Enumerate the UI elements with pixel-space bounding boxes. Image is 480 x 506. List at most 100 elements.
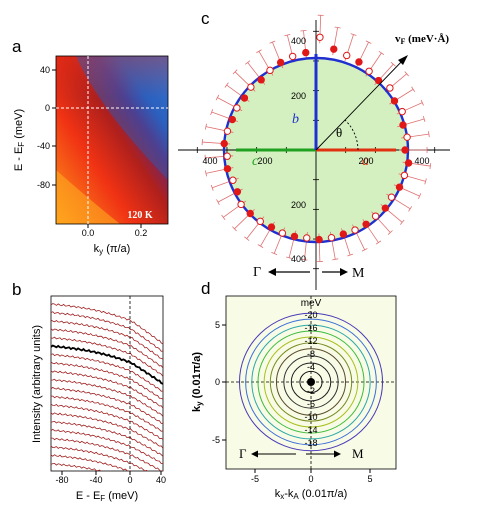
error-cap <box>361 248 368 252</box>
panel-b-xlabel: E - EF (meV) <box>76 490 138 503</box>
edc-curve <box>51 328 163 369</box>
edc-curve <box>51 412 163 449</box>
error-cap <box>411 86 416 93</box>
energy-contour <box>290 362 332 402</box>
vf-point <box>351 226 359 234</box>
error-cap <box>387 230 393 235</box>
vf-point <box>223 165 232 173</box>
energy-contour <box>275 348 347 416</box>
vf-point <box>288 52 297 61</box>
vf-point <box>315 235 323 244</box>
tick-label: 200 <box>291 91 306 101</box>
vf-point <box>237 200 245 209</box>
tick-label: 0 <box>127 475 132 485</box>
vf-point <box>302 48 310 57</box>
energy-contour <box>299 370 323 394</box>
edc-curve <box>51 428 163 465</box>
vf-point <box>403 133 411 141</box>
error-cap <box>232 226 237 232</box>
panel-d-xlabel: kx-kA (0.01π/a) <box>275 488 348 501</box>
contour-label: -20 <box>304 310 317 320</box>
m-label-d: M <box>352 446 364 461</box>
energy-contour <box>269 342 353 422</box>
error-cap <box>375 240 382 245</box>
error-cap <box>378 51 385 56</box>
error-cap <box>204 123 207 130</box>
vf-point <box>390 97 399 105</box>
vf-point <box>246 209 254 218</box>
vf-point <box>223 127 232 135</box>
vf-point <box>398 107 406 116</box>
vf-point <box>278 229 287 237</box>
energy-contour <box>238 312 384 452</box>
vf-point <box>276 58 285 67</box>
energy-contour <box>251 324 371 440</box>
panel-label-d: d <box>201 279 210 298</box>
edc-curve <box>51 353 163 392</box>
vf-point <box>233 188 242 196</box>
edc-curve <box>51 361 163 400</box>
vf-point <box>233 104 241 112</box>
contour-label: -2 <box>307 386 315 396</box>
vf-point <box>355 58 363 66</box>
vf-point <box>401 146 409 154</box>
vf-point <box>386 84 394 92</box>
edc-curves <box>51 303 163 471</box>
axis-b-label: b <box>292 112 299 127</box>
error-cap <box>244 236 250 241</box>
error-cap <box>210 184 214 191</box>
error-cap <box>347 253 354 257</box>
error-cap <box>408 206 413 212</box>
tick-label: 40 <box>40 65 50 75</box>
vf-point <box>400 171 409 180</box>
vf-direction-line <box>315 57 406 151</box>
energy-contour <box>257 330 365 434</box>
contour-label: -16 <box>304 323 317 333</box>
tick-label: -80 <box>55 475 68 485</box>
vf-point <box>229 176 237 184</box>
error-cap <box>300 30 307 32</box>
tick-label: 0 <box>215 377 220 387</box>
edc-curve-highlighted <box>51 344 163 385</box>
vf-point <box>228 115 237 124</box>
vf-point <box>247 83 255 91</box>
temperature-label: 120 K <box>127 210 153 221</box>
error-cap <box>221 214 226 221</box>
error-cap <box>224 82 229 88</box>
error-cap <box>418 193 422 200</box>
error-cap <box>257 244 264 249</box>
edc-curve <box>51 462 104 471</box>
edc-curve <box>51 437 163 471</box>
m-label-c: M <box>352 266 365 281</box>
panel-b: b -80 -40 0 40 Intensity (arbitrary unit… <box>12 280 166 503</box>
theta-arc <box>344 119 359 151</box>
vf-point <box>399 121 407 129</box>
vf-point <box>290 232 299 241</box>
panel-a: a 120 K 40 0 -40 -80 0.0 0.2 E - EF (meV… <box>12 37 169 256</box>
vf-point <box>303 234 311 242</box>
tick-label: 5 <box>367 474 372 484</box>
vf-point <box>316 33 324 41</box>
panel-a-frame <box>55 55 169 225</box>
tick-label: 0 <box>308 474 313 484</box>
error-cap <box>284 33 291 37</box>
vf-point <box>266 66 274 75</box>
edc-curve <box>51 311 163 352</box>
panel-b-xticks: -80 -40 0 40 <box>55 471 166 485</box>
edc-curve <box>51 395 163 432</box>
axis-a-label: a <box>362 154 369 169</box>
edc-curve <box>51 370 163 409</box>
tick-label: 0 <box>45 103 50 113</box>
error-cap <box>269 40 276 44</box>
vf-point <box>362 220 370 229</box>
error-cap <box>301 259 308 261</box>
tick-label: 5 <box>215 320 220 330</box>
edc-curve <box>51 445 148 471</box>
contour-label: -14 <box>304 425 317 435</box>
error-cap <box>422 115 426 122</box>
panel-a-yticks: 40 0 -40 -80 <box>37 65 56 190</box>
vf-point <box>374 76 383 85</box>
tick-label: 200 <box>358 156 373 166</box>
vf-point <box>327 233 336 242</box>
tick-label: 40 <box>156 475 166 485</box>
